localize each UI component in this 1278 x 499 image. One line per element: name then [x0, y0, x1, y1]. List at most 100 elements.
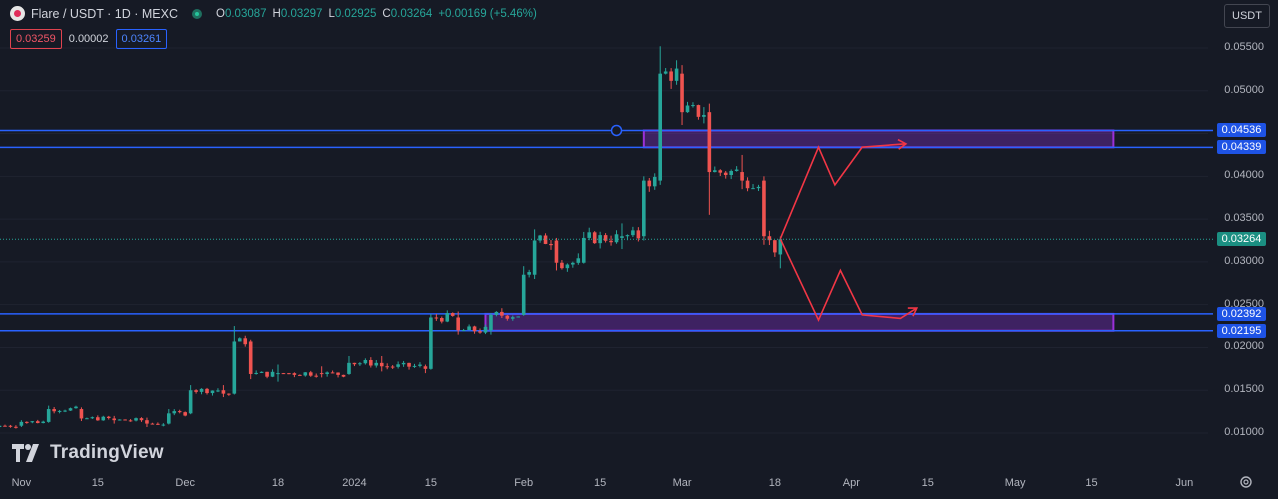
candle-body [243, 338, 248, 345]
time-tick-label: 15 [594, 477, 607, 489]
candle-body [543, 235, 548, 244]
projection-path-up [779, 143, 906, 240]
time-tick-label: Apr [842, 477, 860, 489]
level-price-tag: 0.04536 [1217, 123, 1266, 138]
candle-body [46, 409, 51, 422]
candle-body [145, 420, 149, 424]
ohlc-values: O0.03087 H0.03297 L0.02925 C0.03264 [216, 8, 432, 20]
candle-body [625, 235, 630, 237]
tradingview-watermark[interactable]: TradingView [12, 442, 164, 464]
candle-body [259, 371, 264, 373]
candle-body [773, 240, 777, 253]
candle-body [472, 326, 477, 332]
price-tick-label: 0.02500 [1224, 297, 1264, 310]
candle-body [532, 240, 537, 275]
projection-arrows[interactable] [779, 138, 919, 323]
candle-body [767, 236, 772, 241]
candle-body [374, 362, 379, 366]
candle-body [554, 240, 559, 263]
candle-body [96, 417, 100, 421]
projection-path-down [779, 238, 918, 323]
candle-body [723, 172, 728, 176]
candle-body [85, 418, 89, 420]
candle-body [718, 170, 723, 173]
candle-body [456, 317, 460, 331]
candle-body [172, 411, 177, 414]
candle-body [79, 409, 84, 419]
candle-body [691, 105, 695, 107]
candle-body [642, 180, 646, 237]
symbol-title[interactable]: Flare / USDT · 1D · MEXC [31, 6, 179, 21]
price-tick-label: 0.01500 [1224, 383, 1264, 396]
candle-body [128, 420, 133, 422]
tradingview-logo-icon [12, 444, 39, 462]
candle-body [276, 373, 280, 375]
candle-body [549, 243, 553, 246]
time-tick-label: 15 [91, 477, 104, 489]
candle-body [30, 421, 35, 423]
candle-body [581, 237, 586, 263]
candle-body [101, 416, 106, 421]
candle-body [521, 274, 526, 315]
market-status-icon[interactable] [192, 8, 203, 19]
candle-body [19, 421, 24, 426]
line-anchor-handle [610, 124, 623, 137]
candle-body [205, 388, 209, 394]
candle-body [713, 170, 717, 173]
candle-body [248, 341, 253, 374]
candle-body [112, 418, 116, 421]
time-tick-label: 18 [768, 477, 781, 489]
horizontal-levels[interactable] [0, 124, 1213, 332]
spread-value: 0.00002 [68, 33, 109, 45]
candle-body [90, 417, 95, 419]
candle-body [516, 316, 521, 318]
candle-body [778, 239, 783, 255]
candle-body [150, 423, 155, 425]
candle-body [658, 73, 662, 181]
ohlc-value: 0.03264 [390, 7, 433, 20]
time-tick-label: Jun [1175, 477, 1194, 489]
candle-body [330, 372, 335, 374]
ohlc-key: H [272, 7, 281, 20]
candle-body [265, 371, 269, 377]
candle-body [63, 410, 67, 412]
bid-ask-row: 0.03259 0.00002 0.03261 [10, 29, 168, 49]
candle-body [510, 317, 515, 319]
sell-price-button[interactable]: 0.03259 [10, 29, 62, 49]
time-tick-label: Dec [175, 477, 195, 489]
ohlc-value: 0.03297 [280, 7, 323, 20]
time-tick-label: 18 [271, 477, 285, 489]
candle-body [287, 373, 291, 375]
buy-price-button[interactable]: 0.03261 [115, 29, 168, 49]
candle-body [390, 366, 395, 368]
level-price-tag: 0.02392 [1217, 306, 1266, 321]
candle-body [538, 235, 542, 241]
candle-body [609, 240, 613, 243]
price-change: +0.00169 (+5.46%) [438, 7, 537, 20]
candle-body [341, 374, 346, 377]
candle-body [156, 423, 160, 425]
candle-body [41, 421, 46, 424]
candle-body [199, 388, 204, 392]
candle-body [237, 338, 242, 342]
candle-body [745, 180, 750, 189]
candle-body [336, 372, 340, 375]
candle-body [303, 372, 308, 376]
candle-body [3, 425, 7, 427]
candle-body [68, 408, 73, 411]
candle-body [429, 317, 433, 369]
candle-body [680, 73, 684, 113]
arrowhead-down [907, 307, 919, 317]
arrowhead-up [897, 138, 908, 150]
candle-body [161, 424, 166, 426]
chart-legend: Flare / USDT · 1D · MEXC O0.03087 H0.0329… [10, 6, 537, 21]
candle-body [177, 411, 182, 413]
candle-body [450, 313, 455, 316]
candle-body [751, 188, 755, 190]
currency-selector[interactable]: USDT [1224, 4, 1270, 28]
candle-body [576, 258, 581, 263]
candle-body [167, 413, 171, 424]
gear-icon[interactable] [1239, 475, 1253, 489]
candlestick-series [0, 46, 783, 429]
